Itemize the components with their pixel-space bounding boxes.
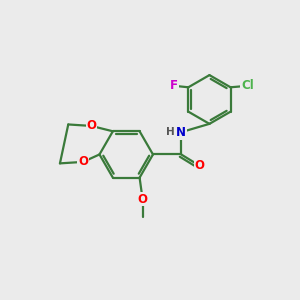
Text: N: N: [176, 126, 186, 139]
Text: O: O: [78, 155, 88, 168]
Text: F: F: [170, 79, 178, 92]
Text: O: O: [195, 159, 205, 172]
Text: O: O: [86, 119, 96, 132]
Text: Cl: Cl: [242, 79, 254, 92]
Text: H: H: [166, 127, 174, 137]
Text: O: O: [138, 193, 148, 206]
